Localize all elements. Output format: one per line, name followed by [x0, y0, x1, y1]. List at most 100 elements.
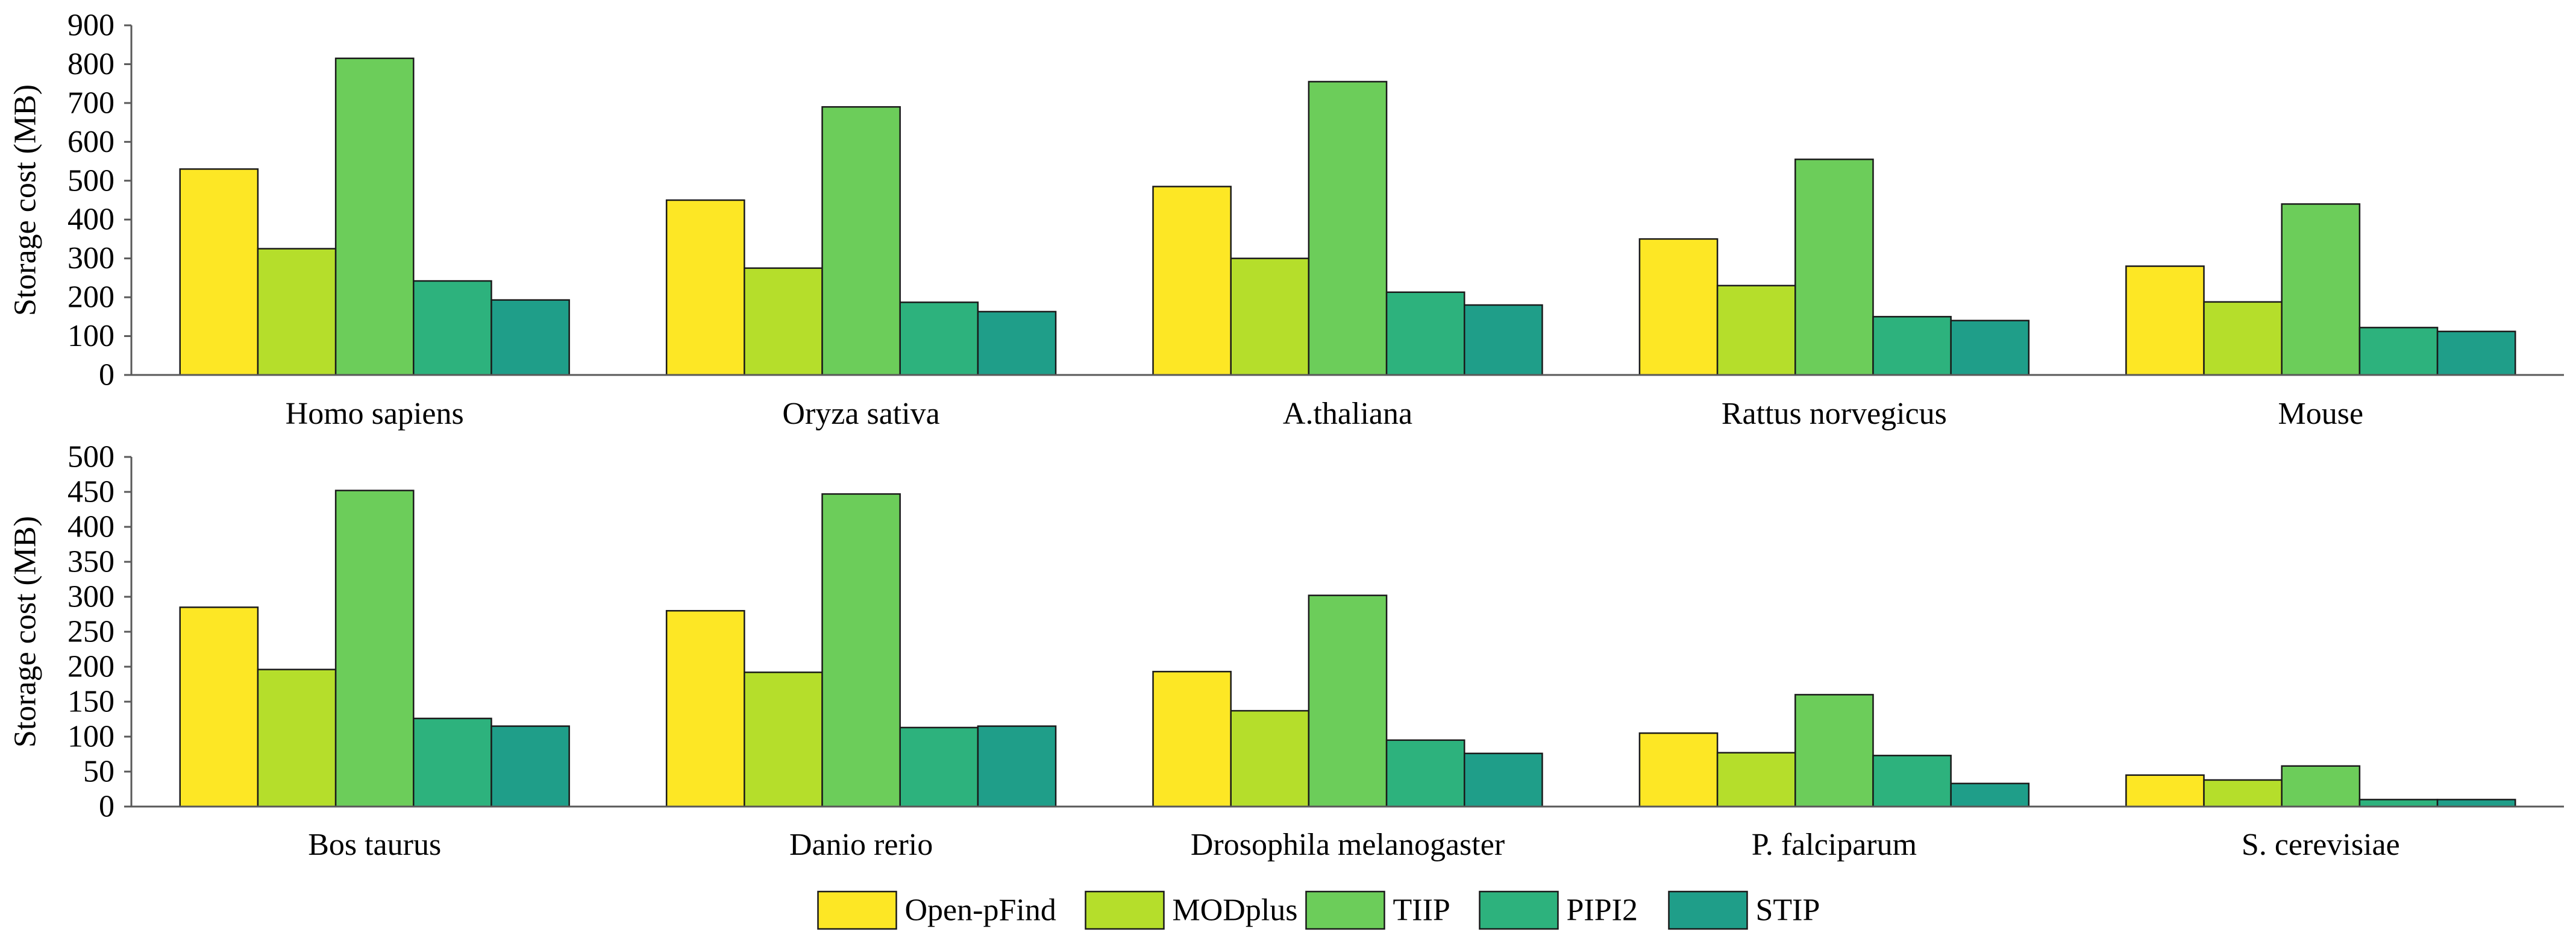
- bar-1-1-1: [179, 168, 259, 376]
- bar-2-2-3: [821, 493, 901, 808]
- bar-2-4-5: [1950, 782, 2030, 808]
- y-tick-label: 50: [83, 755, 114, 789]
- bar-1-1-3: [334, 57, 415, 376]
- bar-1-4-3: [1794, 159, 1874, 376]
- bar-1-3-5: [1464, 304, 1543, 376]
- bar-1-1-2: [257, 248, 337, 376]
- bar-1-5-2: [2203, 301, 2283, 376]
- bar-2-4-1: [1638, 732, 1719, 808]
- bar-1-1-4: [413, 280, 492, 376]
- y-tick-label: 300: [67, 580, 114, 614]
- bar-2-1-3: [334, 489, 415, 808]
- bar-2-3-1: [1152, 670, 1232, 808]
- bar-1-2-3: [821, 106, 901, 376]
- y-tick-label: 400: [67, 203, 114, 237]
- bar-1-4-1: [1638, 238, 1719, 376]
- legend-label: PIPI2: [1567, 893, 1638, 928]
- chart-panel-1: Storage cost (MB) 0 100 200 300 400 500 600 700 8…: [8, 8, 2564, 431]
- legend-label: TIIP: [1393, 893, 1450, 928]
- y-tick-label: 0: [99, 358, 114, 392]
- bar-2-2-4: [899, 726, 979, 808]
- y-tick-label: 500: [67, 163, 114, 198]
- chart-panel-2: Storage cost (MB) 05010015020025030035040…: [8, 440, 2564, 862]
- bar-2-5-5: [2436, 799, 2516, 808]
- legend-label: Open-pFind: [905, 893, 1056, 928]
- bar-1-2-4: [899, 301, 979, 376]
- category-label: Rattus norvegicus: [1722, 397, 1947, 431]
- bar-1-2-2: [744, 267, 823, 376]
- bar-1-5-1: [2125, 265, 2205, 376]
- legend-label: MODplus: [1173, 893, 1298, 928]
- y-tick-label: 450: [67, 475, 114, 509]
- bar-2-4-2: [1716, 752, 1796, 808]
- bar-1-2-5: [977, 310, 1057, 376]
- category-label: S. cerevisiae: [2242, 828, 2400, 862]
- bar-2-3-5: [1464, 752, 1543, 808]
- y-tick-label: 600: [67, 125, 114, 159]
- bar-2-5-2: [2203, 779, 2283, 808]
- bar-2-2-5: [977, 725, 1057, 808]
- bar-2-5-1: [2125, 774, 2205, 808]
- legend: Open-pFind MODplus TIIP PIPI2 STIP: [817, 890, 1820, 930]
- legend-item: TIIP: [1305, 890, 1450, 930]
- bar-2-4-3: [1794, 694, 1874, 808]
- bar-2-5-3: [2281, 765, 2361, 808]
- legend-item: STIP: [1668, 890, 1820, 930]
- category-label: A.thaliana: [1283, 397, 1412, 431]
- bar-2-3-3: [1308, 594, 1388, 808]
- y-tick-label: 350: [67, 545, 114, 579]
- bar-2-4-4: [1872, 755, 1952, 808]
- y-tick-label: 100: [67, 720, 114, 754]
- category-label: Danio rerio: [789, 828, 933, 862]
- y-tick-label: 200: [67, 280, 114, 315]
- bar-1-4-2: [1716, 285, 1796, 376]
- legend-item: MODplus: [1085, 890, 1298, 930]
- category-label: Drosophila melanogaster: [1191, 828, 1505, 862]
- legend-swatch: [817, 890, 897, 930]
- bar-1-3-4: [1385, 291, 1465, 376]
- bar-2-1-1: [179, 606, 259, 808]
- legend-label: STIP: [1756, 893, 1820, 928]
- bar-1-4-5: [1950, 319, 2030, 376]
- y-tick-label: 800: [67, 47, 114, 81]
- category-label: Oryza sativa: [782, 397, 939, 431]
- y-tick-label: 200: [67, 650, 114, 684]
- legend-item: PIPI2: [1479, 890, 1638, 930]
- category-label: Homo sapiens: [286, 397, 464, 431]
- bar-2-3-2: [1230, 710, 1310, 808]
- y-axis-title: Storage cost (MB): [8, 84, 43, 316]
- bar-1-3-3: [1308, 81, 1388, 376]
- y-tick-label: 150: [67, 685, 114, 719]
- legend-swatch: [1668, 890, 1748, 930]
- bar-1-3-1: [1152, 186, 1232, 376]
- legend-swatch: [1085, 890, 1165, 930]
- y-tick-label: 100: [67, 319, 114, 353]
- bar-2-1-4: [413, 717, 492, 808]
- bar-1-2-1: [665, 199, 745, 376]
- bar-1-5-4: [2358, 327, 2439, 376]
- bar-2-2-2: [744, 672, 823, 808]
- bar-1-3-2: [1230, 257, 1310, 376]
- y-tick-label: 400: [67, 510, 114, 544]
- chart-panels: Storage cost (MB)01002003004005006007008…: [8, 8, 2564, 862]
- bar-2-2-1: [665, 609, 745, 808]
- bar-2-3-4: [1385, 739, 1465, 808]
- y-tick-label: 250: [67, 615, 114, 649]
- category-label: Mouse: [2278, 397, 2364, 431]
- y-axis-title: Storage cost (MB): [8, 516, 43, 747]
- bar-1-5-5: [2436, 330, 2516, 376]
- y-tick-label: 300: [67, 241, 114, 275]
- bar-1-5-3: [2281, 203, 2361, 376]
- bar-2-1-2: [257, 669, 337, 808]
- legend-swatch: [1479, 890, 1559, 930]
- bar-1-4-4: [1872, 316, 1952, 376]
- category-label: Bos taurus: [308, 828, 441, 862]
- legend-item: Open-pFind: [817, 890, 1056, 930]
- y-tick-label: 0: [99, 790, 114, 824]
- y-tick-label: 500: [67, 440, 114, 474]
- y-tick-label: 900: [67, 8, 114, 43]
- legend-swatch: [1305, 890, 1385, 930]
- bar-2-5-4: [2358, 799, 2439, 808]
